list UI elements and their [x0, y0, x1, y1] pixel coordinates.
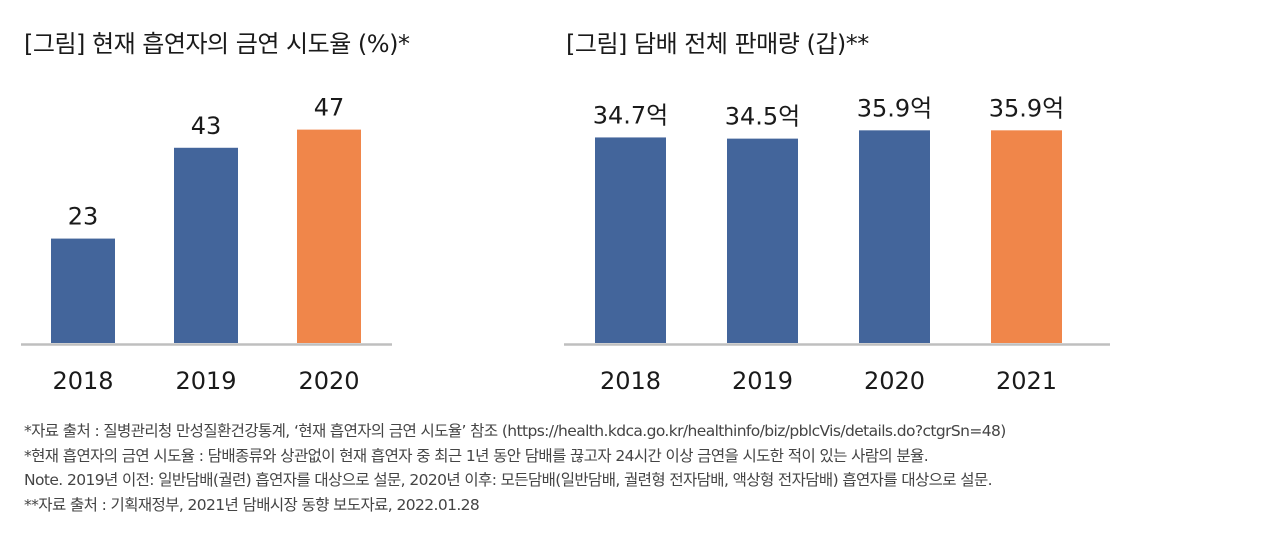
quit-attempt-rate-chart: 23 2018 43 2019 47 2020 — [21, 94, 392, 395]
bar-2019 — [727, 138, 798, 343]
x-tick-label: 2021 — [996, 367, 1057, 395]
bar-2018 — [595, 137, 666, 343]
x-tick-label: 2020 — [298, 367, 359, 395]
cigarette-sales-chart: 34.7억 2018 34.5억 2019 35.9억 2020 35.9억 2021 — [564, 94, 1110, 395]
x-tick-label: 2019 — [732, 367, 793, 395]
data-label: 35.9억 — [989, 94, 1065, 122]
chart-title-cigarette-sales: [그림] 담배 전체 판매량 (갑)** — [566, 30, 869, 58]
bar-2021 — [991, 130, 1062, 343]
footnotes: *자료 출처 : 질병관리청 만성질환건강통계, ‘현재 흡연자의 금연 시도율… — [24, 419, 1006, 517]
data-label: 34.5억 — [725, 103, 801, 131]
data-label: 23 — [68, 203, 99, 231]
bar-2020 — [859, 130, 930, 343]
x-tick-label: 2018 — [600, 367, 661, 395]
data-label: 43 — [191, 112, 222, 140]
chart-title-quit-attempt-rate: [그림] 현재 흡연자의 금연 시도율 (%)* — [24, 30, 410, 58]
data-label: 34.7억 — [593, 101, 669, 129]
footnote-source-1: *자료 출처 : 질병관리청 만성질환건강통계, ‘현재 흡연자의 금연 시도율… — [24, 422, 1006, 440]
footnote-definition: *현재 흡연자의 금연 시도율 : 담배종류와 상관없이 현재 흡연자 중 최근… — [24, 446, 929, 465]
data-label: 35.9억 — [857, 94, 933, 122]
bar-2018 — [51, 238, 115, 343]
footnote-note: Note. 2019년 이전: 일반담배(궐련) 흡연자를 대상으로 설문, 2… — [24, 471, 993, 489]
bar-2019 — [174, 147, 238, 343]
x-tick-label: 2018 — [52, 367, 113, 395]
footnote-source-2: **자료 출처 : 기획재정부, 2021년 담배시장 동향 보도자료, 202… — [24, 495, 480, 514]
x-tick-label: 2019 — [175, 367, 236, 395]
bar-2020 — [297, 129, 361, 343]
x-tick-label: 2020 — [864, 367, 925, 395]
data-label: 47 — [314, 94, 345, 122]
